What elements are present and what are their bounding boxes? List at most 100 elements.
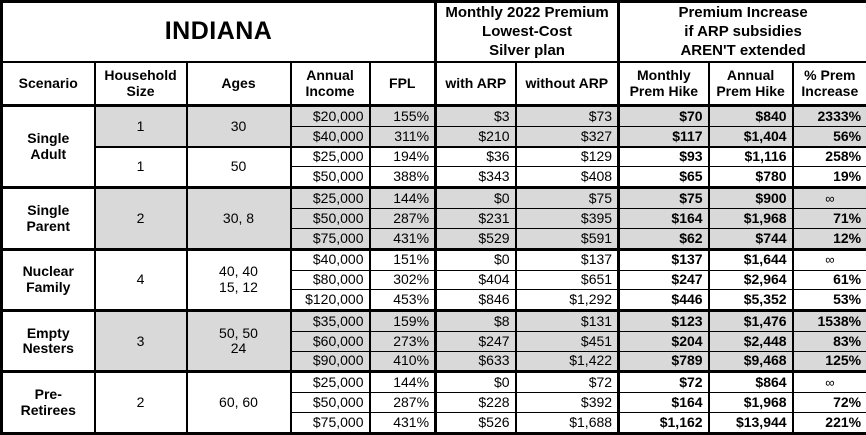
cell-monthly-hike: $70 [617,104,710,127]
header-monthly-prem-hike: Monthly Prem Hike [617,60,710,107]
cell-fpl: 410% [368,350,437,373]
cell-fpl: 302% [368,269,437,291]
header-fpl: FPL [368,60,437,107]
cell-monthly-hike: $164 [617,208,710,229]
cell-with-arp: $36 [434,145,517,168]
cell-fpl: 155% [368,104,437,127]
cell-without-arp: $451 [514,330,620,352]
cell-with-arp: $846 [434,289,517,312]
header-annual-income: Annual Income [289,60,371,107]
cell-fpl: 388% [368,166,437,189]
cell-annual-hike: $840 [707,104,794,127]
cell-household-size: 1 [93,145,188,189]
cell-fpl: 287% [368,392,437,413]
cell-annual-hike: $1,968 [707,392,794,413]
table-row: Single Parent 2 30, 8 $25,000 144% $0 $7… [0,186,866,250]
header-monthly-premium-group: Monthly 2022 Premium Lowest-Cost Silver … [434,0,620,63]
cell-household-size: 2 [93,186,188,250]
page-title: INDIANA [0,0,437,63]
cell-annual-hike: $1,968 [707,208,794,229]
table-row: $50,000 287% $231 $395 $164 $1,968 71% [2,208,866,229]
cell-annual-hike: $2,448 [707,330,794,352]
cell-fpl: 144% [368,370,437,394]
cell-annual-income: $40,000 [289,125,371,148]
cell-fpl: 287% [368,208,437,229]
cell-fpl: 453% [368,289,437,312]
cell-pct-increase: 12% [791,227,866,250]
cell-monthly-hike: $62 [617,227,710,250]
cell-fpl: 144% [368,186,437,210]
cell-annual-hike: $780 [707,166,794,189]
table-row: Empty Nesters 3 50, 50 24 $35,000 159% $… [0,309,866,373]
table-row: Single Adult 1 30 $20,000 155% $3 $73 $7… [0,104,866,189]
cell-with-arp: $247 [434,330,517,352]
cell-annual-hike: $5,352 [707,289,794,312]
cell-monthly-hike: $446 [617,289,710,312]
cell-ages: 50, 50 24 [185,309,292,373]
cell-with-arp: $231 [434,208,517,229]
cell-annual-hike: $9,468 [707,350,794,373]
cell-with-arp: $0 [434,186,517,210]
cell-annual-income: $60,000 [289,330,371,352]
table-row: Scenario Household Size Ages Annual Inco… [0,60,866,107]
cell-household-size: 1 [93,104,188,148]
cell-without-arp: $131 [514,309,620,332]
table-row: $60,000 273% $247 $451 $204 $2,448 83% [2,330,866,352]
cell-annual-income: $50,000 [289,392,371,413]
cell-annual-hike: $900 [707,186,794,210]
cell-fpl: 431% [368,411,437,435]
header-household-size: Household Size [93,60,188,107]
cell-annual-income: $80,000 [289,269,371,291]
scenario-label: Empty Nesters [0,309,96,373]
cell-without-arp: $129 [514,145,620,168]
cell-pct-increase: 19% [791,166,866,189]
cell-with-arp: $3 [434,104,517,127]
table-row: INDIANA Monthly 2022 Premium Lowest-Cost… [0,0,866,63]
cell-annual-income: $90,000 [289,350,371,373]
header-pct-prem-increase: % Prem Increase [791,60,866,107]
cell-with-arp: $526 [434,411,517,435]
cell-monthly-hike: $1,162 [617,411,710,435]
cell-with-arp: $228 [434,392,517,413]
cell-annual-income: $20,000 [289,104,371,127]
cell-annual-income: $75,000 [289,227,371,250]
header-without-arp: without ARP [514,60,620,107]
cell-fpl: 151% [368,247,437,271]
cell-fpl: 273% [368,330,437,352]
scenario-label: Nuclear Family [0,247,96,312]
table-row: $50,000 388% $343 $408 $65 $780 19% [2,166,866,189]
cell-annual-income: $25,000 [289,186,371,210]
cell-monthly-hike: $65 [617,166,710,189]
cell-without-arp: $591 [514,227,620,250]
cell-with-arp: $0 [434,247,517,271]
header-annual-prem-hike: Annual Prem Hike [707,60,794,107]
table-row: $50,000 287% $228 $392 $164 $1,968 72% [2,392,866,413]
cell-annual-income: $50,000 [289,166,371,189]
cell-pct-increase: 56% [791,125,866,148]
cell-with-arp: $633 [434,350,517,373]
cell-fpl: 431% [368,227,437,250]
cell-pct-increase: 83% [791,330,866,352]
cell-without-arp: $75 [514,186,620,210]
cell-without-arp: $73 [514,104,620,127]
header-ages: Ages [185,60,292,107]
cell-annual-income: $75,000 [289,411,371,435]
table-row: 1 50 $25,000 194% $36 $129 $93 $1,116 25… [2,145,866,189]
cell-pct-increase: 61% [791,269,866,291]
cell-annual-income: $40,000 [289,247,371,271]
header-with-arp: with ARP [434,60,517,107]
table-row: $80,000 302% $404 $651 $247 $2,964 61% [2,269,866,291]
cell-without-arp: $1,688 [514,411,620,435]
cell-without-arp: $392 [514,392,620,413]
header-premium-increase-group: Premium Increase if ARP subsidies AREN'T… [617,0,866,63]
cell-annual-income: $25,000 [289,370,371,394]
cell-with-arp: $8 [434,309,517,332]
cell-annual-hike: $864 [707,370,794,394]
cell-with-arp: $0 [434,370,517,394]
cell-with-arp: $210 [434,125,517,148]
cell-ages: 50 [185,145,292,189]
cell-monthly-hike: $117 [617,125,710,148]
cell-without-arp: $72 [514,370,620,394]
table-row: $75,000 431% $526 $1,688 $1,162 $13,944 … [2,411,866,435]
cell-pct-increase: 71% [791,208,866,229]
